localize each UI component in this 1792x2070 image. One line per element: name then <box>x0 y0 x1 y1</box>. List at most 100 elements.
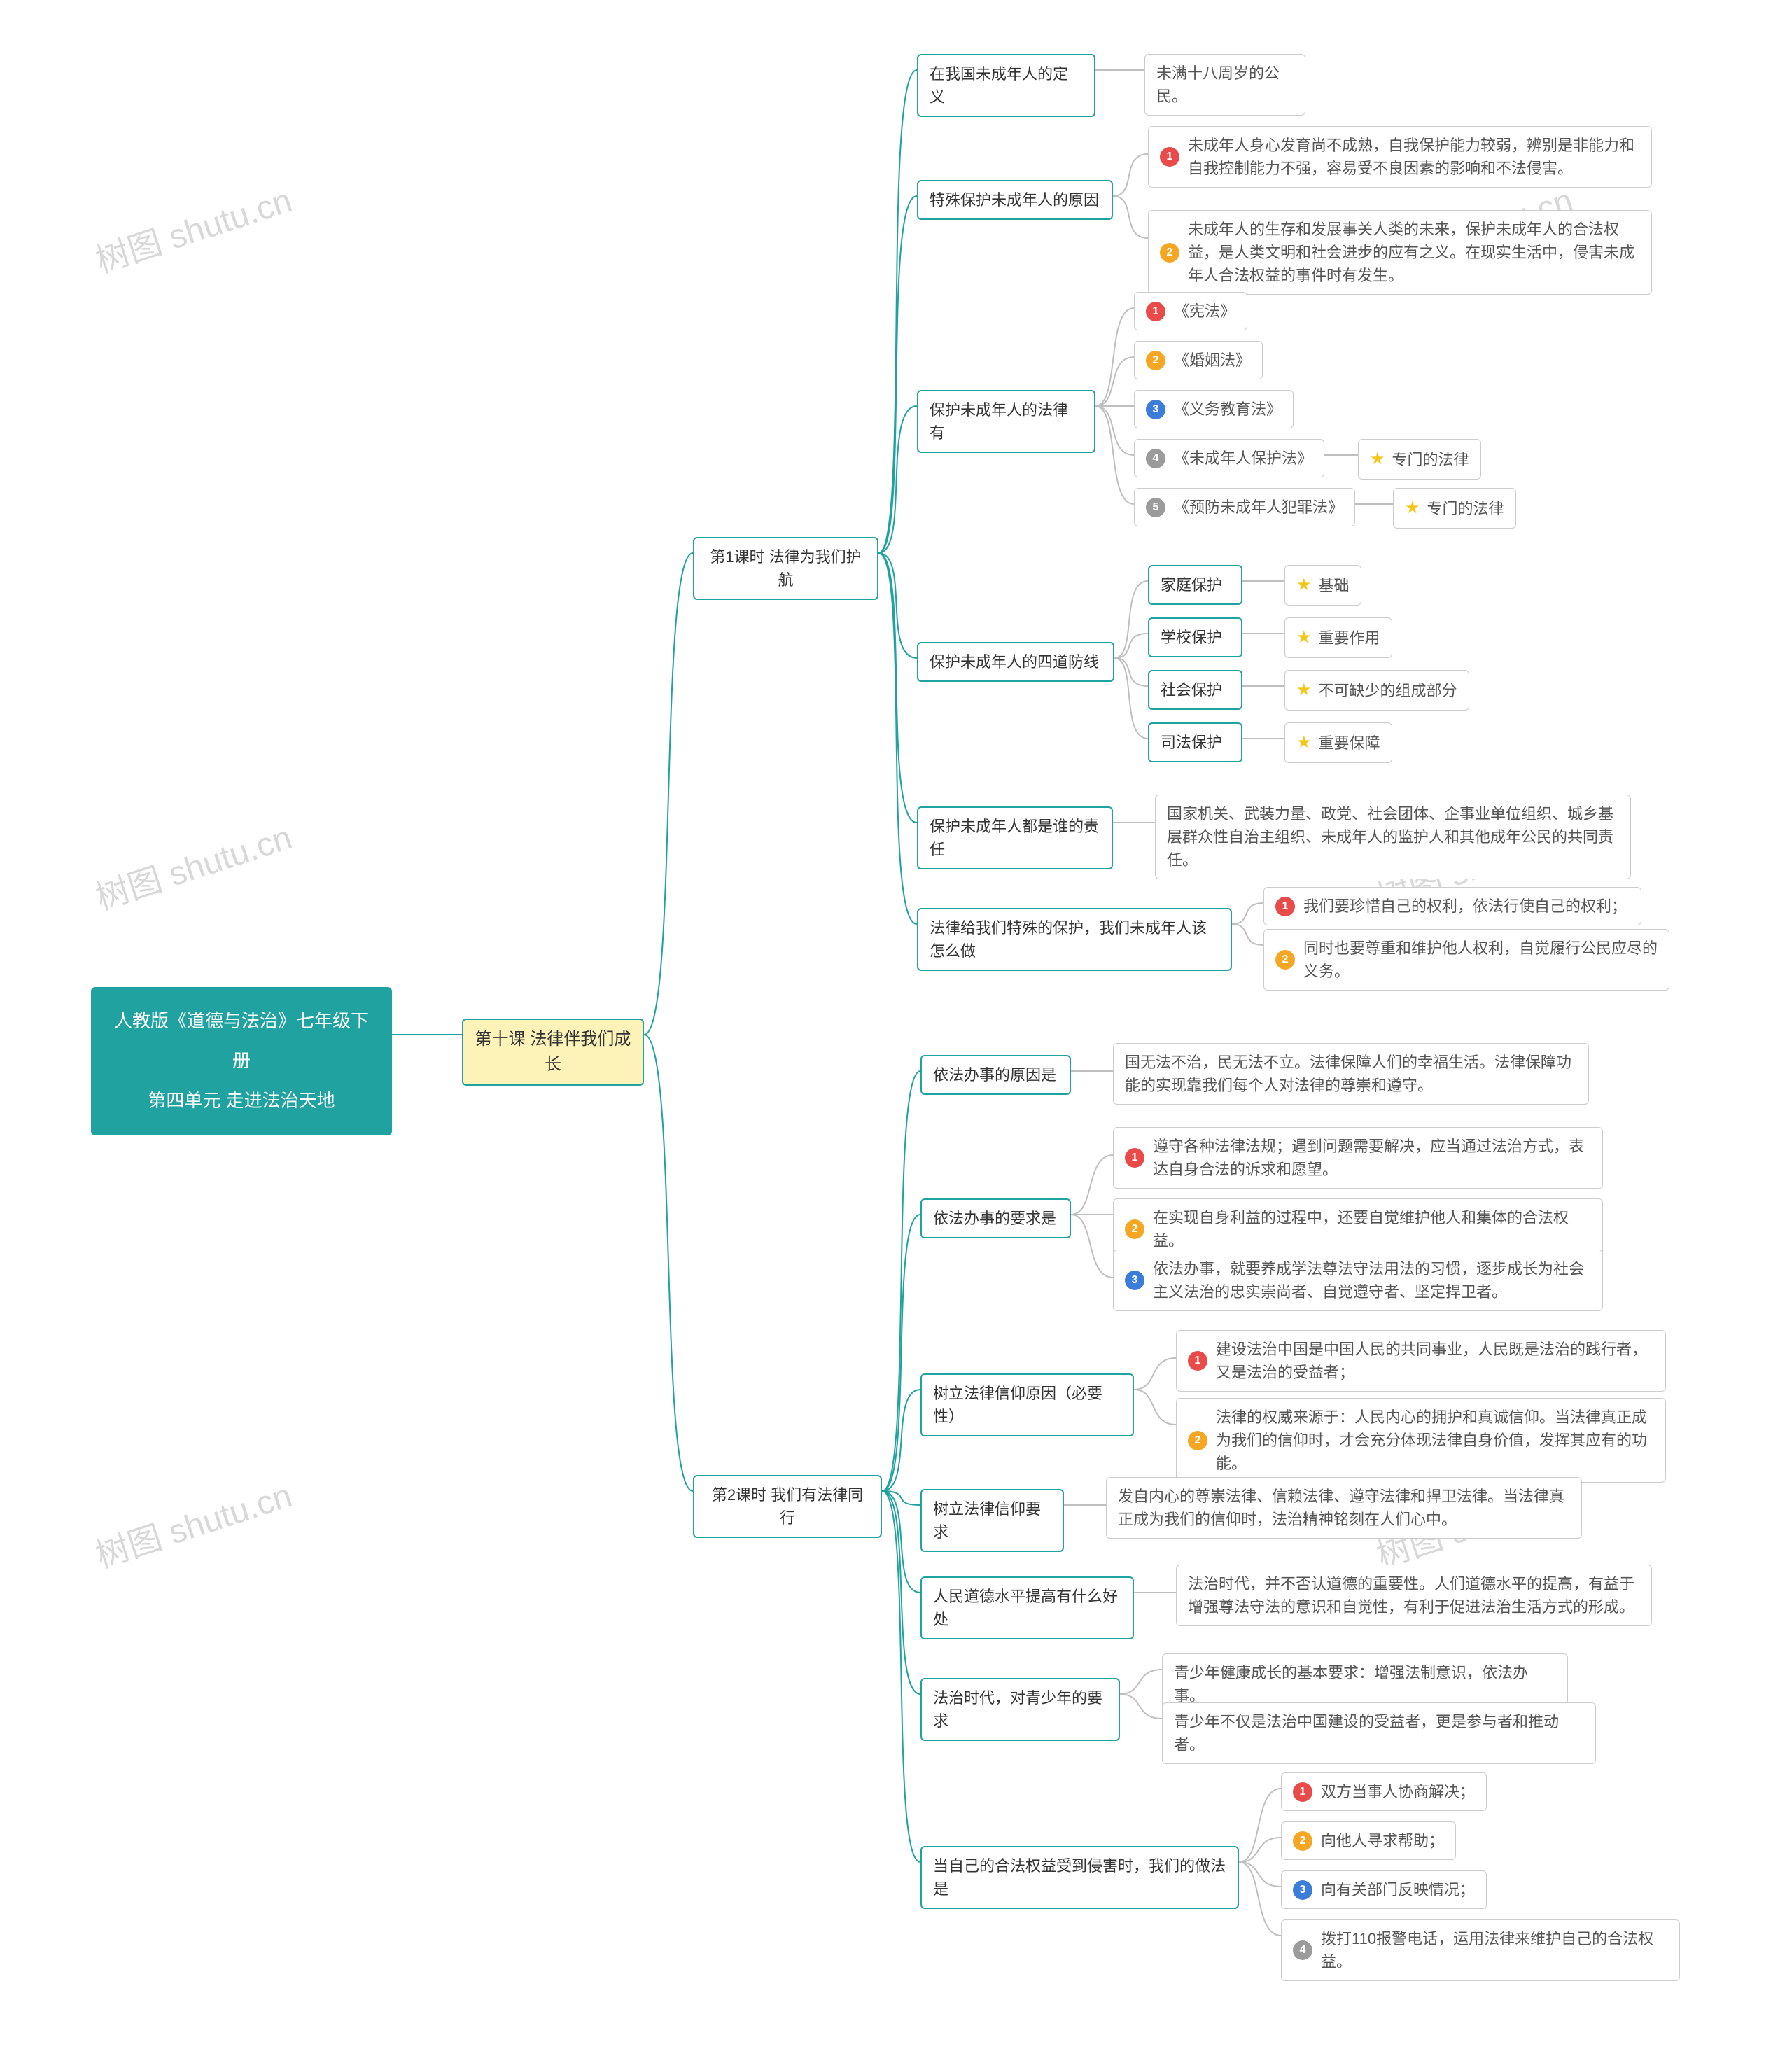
l1-law-1-text: 《宪法》 <box>1174 300 1236 323</box>
l1-responsibility-leaf: 国家机关、武装力量、政党、社会团体、企事业单位组织、城乡基层群众性自治主组织、未… <box>1155 795 1631 879</box>
l1-defense-1-note-text: 基础 <box>1319 574 1350 597</box>
l1-defenses[interactable]: 保护未成年人的四道防线 <box>917 642 1114 682</box>
l2-violated-2-text: 向他人寻求帮助； <box>1321 1829 1444 1852</box>
watermark: 树图 shutu.cn <box>88 173 297 282</box>
l1-law-5: 5 《预防未成年人犯罪法》 <box>1134 488 1355 526</box>
l2-req-3: 3 依法办事，就要养成学法尊法守法用法的习惯，逐步成长为社会主义法治的忠实崇尚者… <box>1113 1250 1603 1311</box>
l2-violated-3: 3 向有关部门反映情况； <box>1281 1870 1487 1909</box>
lesson1-node[interactable]: 第1课时 法律为我们护航 <box>693 537 878 600</box>
l1-reasons[interactable]: 特殊保护未成年人的原因 <box>917 180 1113 220</box>
l2-reason[interactable]: 依法办事的原因是 <box>920 1055 1071 1095</box>
l1-law-4-note-text: 专门的法律 <box>1392 448 1469 471</box>
l1-law-3-text: 《义务教育法》 <box>1174 398 1282 421</box>
l1-reason-2-text: 未成年人的生存和发展事关人类的未来，保护未成年人的合法权益，是人类文明和社会进步… <box>1188 218 1640 287</box>
l1-defense-3[interactable]: 社会保护 <box>1148 670 1242 710</box>
bullet-1-icon: 1 <box>1188 1351 1208 1371</box>
l1-reason-1: 1 未成年人身心发育尚不成熟，自我保护能力较弱，辨别是非能力和自我控制能力不强，… <box>1148 126 1652 188</box>
watermark: 树图 shutu.cn <box>88 1468 297 1577</box>
l2-faith-req[interactable]: 树立法律信仰要求 <box>920 1489 1064 1552</box>
bullet-3-icon: 3 <box>1146 400 1166 419</box>
l1-defense-2-note-text: 重要作用 <box>1319 627 1380 650</box>
l2-faith-1-text: 建设法治中国是中国人民的共同事业，人民既是法治的践行者，又是法治的受益者； <box>1216 1338 1654 1384</box>
l1-law-5-text: 《预防未成年人犯罪法》 <box>1174 496 1343 519</box>
bullet-1-icon: 1 <box>1293 1782 1312 1802</box>
bullet-4-icon: 4 <box>1146 449 1166 468</box>
l2-violated-1-text: 双方当事人协商解决； <box>1321 1780 1475 1803</box>
l1-reason-2: 2 未成年人的生存和发展事关人类的未来，保护未成年人的合法权益，是人类文明和社会… <box>1148 210 1652 295</box>
bullet-1-icon: 1 <box>1125 1148 1144 1168</box>
l2-violated-4-text: 拨打110报警电话，运用法律来维护自己的合法权益。 <box>1321 1927 1668 1973</box>
l2-morality-leaf: 法治时代，并不否认道德的重要性。人们道德水平的提高，有益于增强尊法守法的意识和自… <box>1176 1565 1652 1626</box>
l1-defense-4-note-text: 重要保障 <box>1319 732 1380 755</box>
bullet-1-icon: 1 <box>1160 147 1180 167</box>
star-icon: ★ <box>1370 447 1385 472</box>
l1-law-4-text: 《未成年人保护法》 <box>1174 447 1312 470</box>
l2-violated-1: 1 双方当事人协商解决； <box>1281 1772 1487 1811</box>
l1-defense-3-note: ★ 不可缺少的组成部分 <box>1284 670 1469 711</box>
bullet-2-icon: 2 <box>1188 1431 1208 1450</box>
l1-definition[interactable]: 在我国未成年人的定义 <box>917 54 1096 117</box>
l2-requirement[interactable]: 依法办事的要求是 <box>920 1198 1071 1238</box>
l2-reason-leaf: 国无法不治，民无法不立。法律保障人们的幸福生活。法律保障功能的实现靠我们每个人对… <box>1113 1043 1589 1105</box>
l1-howto-2: 2 同时也要尊重和维护他人权利，自觉履行公民应尽的义务。 <box>1264 929 1670 991</box>
star-icon: ★ <box>1296 730 1312 755</box>
star-icon: ★ <box>1296 678 1312 703</box>
l2-req-1: 1 遵守各种法律法规；遇到问题需要解决，应当通过法治方式，表达自身合法的诉求和愿… <box>1113 1127 1603 1189</box>
bullet-1-icon: 1 <box>1275 897 1295 916</box>
l1-defense-2[interactable]: 学校保护 <box>1148 617 1242 657</box>
bullet-2-icon: 2 <box>1293 1831 1312 1851</box>
l2-violated[interactable]: 当自己的合法权益受到侵害时，我们的做法是 <box>920 1846 1239 1909</box>
l1-responsibility[interactable]: 保护未成年人都是谁的责任 <box>917 806 1113 869</box>
lesson2-node[interactable]: 第2课时 我们有法律同行 <box>693 1475 882 1538</box>
l1-law-1: 1 《宪法》 <box>1134 292 1247 330</box>
l1-defense-1[interactable]: 家庭保护 <box>1148 565 1242 605</box>
bullet-2-icon: 2 <box>1275 950 1295 970</box>
l1-law-4-note: ★ 专门的法律 <box>1358 439 1481 480</box>
star-icon: ★ <box>1296 573 1312 598</box>
l1-law-2: 2 《婚姻法》 <box>1134 341 1263 379</box>
l2-req-3-text: 依法办事，就要养成学法尊法守法用法的习惯，逐步成长为社会主义法治的忠实崇尚者、自… <box>1153 1257 1591 1303</box>
bullet-4-icon: 4 <box>1293 1940 1312 1960</box>
l2-violated-3-text: 向有关部门反映情况； <box>1321 1878 1475 1901</box>
l2-req-2-text: 在实现自身利益的过程中，还要自觉维护他人和集体的合法权益。 <box>1153 1206 1591 1252</box>
l1-definition-leaf: 未满十八周岁的公民。 <box>1144 54 1306 116</box>
l1-defense-3-note-text: 不可缺少的组成部分 <box>1319 679 1457 702</box>
l1-howto-1-text: 我们要珍惜自己的权利，依法行使自己的权利； <box>1303 895 1627 918</box>
l2-req-1-text: 遵守各种法律法规；遇到问题需要解决，应当通过法治方式，表达自身合法的诉求和愿望。 <box>1153 1135 1591 1181</box>
l2-violated-4: 4 拨打110报警电话，运用法律来维护自己的合法权益。 <box>1281 1919 1680 1981</box>
l1-defense-4[interactable]: 司法保护 <box>1148 722 1242 762</box>
chapter-node[interactable]: 第十课 法律伴我们成长 <box>462 1019 644 1086</box>
l2-morality[interactable]: 人民道德水平提高有什么好处 <box>920 1576 1134 1639</box>
l1-defense-4-note: ★ 重要保障 <box>1284 722 1392 763</box>
l1-law-4: 4 《未成年人保护法》 <box>1134 439 1324 477</box>
bullet-3-icon: 3 <box>1125 1271 1144 1290</box>
l1-law-5-note-text: 专门的法律 <box>1427 497 1504 520</box>
root-line1: 人教版《道德与法治》七年级下册 <box>108 1001 375 1081</box>
l1-reason-1-text: 未成年人身心发育尚不成熟，自我保护能力较弱，辨别是非能力和自我控制能力不强，容易… <box>1188 134 1640 180</box>
root-node[interactable]: 人教版《道德与法治》七年级下册 第四单元 走进法治天地 <box>91 987 392 1135</box>
bullet-2-icon: 2 <box>1125 1219 1144 1239</box>
bullet-3-icon: 3 <box>1293 1880 1312 1900</box>
l2-faith-reason[interactable]: 树立法律信仰原因（必要性） <box>920 1373 1134 1436</box>
root-line2: 第四单元 走进法治天地 <box>108 1081 375 1121</box>
l2-faith-2-text: 法律的权威来源于：人民内心的拥护和真诚信仰。当法律真正成为我们的信仰时，才会充分… <box>1216 1406 1654 1475</box>
l2-violated-2: 2 向他人寻求帮助； <box>1281 1821 1456 1860</box>
l2-faith-2: 2 法律的权威来源于：人民内心的拥护和真诚信仰。当法律真正成为我们的信仰时，才会… <box>1176 1398 1666 1483</box>
bullet-2-icon: 2 <box>1146 351 1166 370</box>
star-icon: ★ <box>1405 496 1420 521</box>
l1-howto-1: 1 我们要珍惜自己的权利，依法行使自己的权利； <box>1264 887 1642 925</box>
l1-defense-1-note: ★ 基础 <box>1284 565 1362 606</box>
l1-law-2-text: 《婚姻法》 <box>1174 349 1251 372</box>
l1-laws[interactable]: 保护未成年人的法律有 <box>917 390 1096 453</box>
l2-faith-1: 1 建设法治中国是中国人民的共同事业，人民既是法治的践行者，又是法治的受益者； <box>1176 1330 1666 1392</box>
l1-defense-2-note: ★ 重要作用 <box>1284 617 1392 658</box>
l1-howto[interactable]: 法律给我们特殊的保护，我们未成年人该怎么做 <box>917 908 1232 971</box>
l2-youth[interactable]: 法治时代，对青少年的要求 <box>920 1678 1120 1741</box>
l1-law-3: 3 《义务教育法》 <box>1134 390 1294 428</box>
l1-law-5-note: ★ 专门的法律 <box>1393 488 1516 529</box>
l1-howto-2-text: 同时也要尊重和维护他人权利，自觉履行公民应尽的义务。 <box>1303 937 1658 983</box>
l2-faith-req-leaf: 发自内心的尊崇法律、信赖法律、遵守法律和捍卫法律。当法律真正成为我们的信仰时，法… <box>1106 1477 1582 1539</box>
bullet-5-icon: 5 <box>1146 498 1166 517</box>
bullet-1-icon: 1 <box>1146 302 1166 321</box>
watermark: 树图 shutu.cn <box>88 810 297 919</box>
